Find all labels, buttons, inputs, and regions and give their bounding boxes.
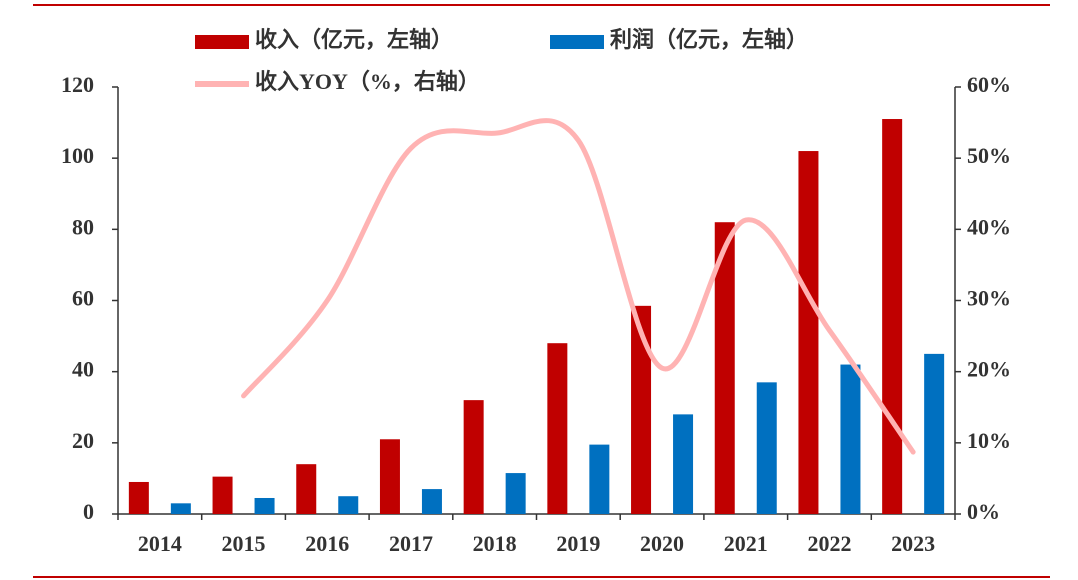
line [241,118,916,455]
y2-tick-label: 0% [967,499,1000,524]
x-tick-label: 2020 [640,531,684,556]
y-tick-label: 20 [72,428,94,453]
bar [379,439,400,514]
x-tick-label: 2021 [724,531,768,556]
y2-tick-label: 10% [967,428,1011,453]
legend-label: 收入YOY（%，右轴） [255,69,480,94]
bar [463,400,484,514]
legend-swatch [550,35,604,49]
y2-tick-label: 50% [967,143,1011,168]
y2-tick-label: 40% [967,214,1011,239]
y-tick-label: 60 [72,286,94,311]
x-tick-label: 2015 [222,531,266,556]
bar [296,464,317,514]
y2-tick-label: 60% [967,72,1011,97]
y-tick-label: 120 [61,72,94,97]
legend-label: 收入（亿元，左轴） [255,27,453,52]
x-tick-label: 2014 [138,531,182,556]
y2-tick-label: 30% [967,286,1011,311]
bar [756,382,777,514]
bar [631,305,652,514]
legend-label: 利润（亿元，左轴） [610,27,808,52]
bar [254,497,275,514]
bar [212,476,233,514]
x-tick-label: 2017 [389,531,433,556]
bar [882,119,903,515]
y2-tick-label: 20% [967,357,1011,382]
x-tick-label: 2023 [891,531,935,556]
x-tick-label: 2016 [305,531,349,556]
x-tick-label: 2022 [807,531,851,556]
y-tick-label: 100 [61,143,94,168]
y-tick-label: 80 [72,214,94,239]
legend-swatch [195,35,249,49]
bar [798,151,819,515]
bar [505,473,526,514]
bar [924,353,945,514]
x-tick-label: 2018 [473,531,517,556]
bar [338,496,359,514]
bar [673,414,694,514]
bar [714,222,735,514]
y-tick-label: 40 [72,357,94,382]
y-tick-label: 0 [83,499,94,524]
bar [547,343,568,514]
bar [840,364,861,514]
bar [589,444,610,514]
bar [128,481,149,514]
bar [170,503,191,514]
x-tick-label: 2019 [556,531,600,556]
bar [421,489,442,514]
